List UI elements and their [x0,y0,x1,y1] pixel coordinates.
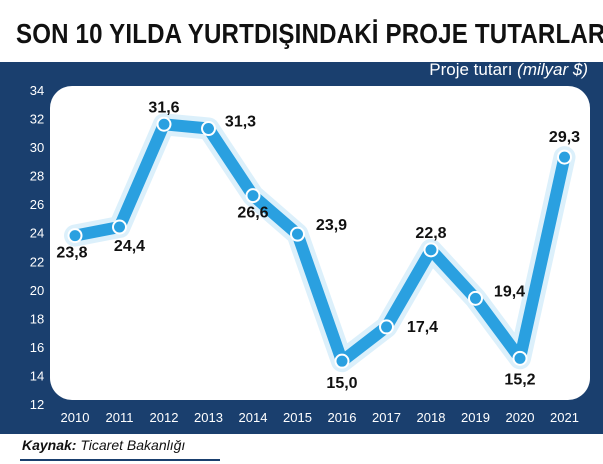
y-tick-label: 26 [30,197,44,212]
data-label: 15,2 [504,371,535,388]
data-point [290,226,305,242]
data-label: 29,3 [549,129,580,146]
y-tick-label: 16 [30,340,44,355]
data-label: 26,6 [237,205,268,222]
data-label: 19,4 [494,283,525,300]
data-point [156,116,172,132]
y-tick-label: 14 [30,368,44,383]
data-label: 31,6 [148,99,179,116]
data-point [512,350,528,366]
data-label: 24,4 [114,238,145,255]
data-point [245,188,261,204]
y-tick-label: 34 [30,83,44,98]
data-point [557,149,572,165]
x-tick-label: 2011 [106,410,134,425]
y-tick-label: 24 [30,226,44,241]
data-point [379,319,394,335]
plot-area [50,86,590,400]
y-tick-label: 30 [30,140,44,155]
unit-suffix: (milyar $) [517,60,588,79]
chart-title: SON 10 YILDA YURTDIŞINDAKİ PROJE TUTARLA… [16,18,603,49]
data-label: 17,4 [407,319,438,336]
y-tick-label: 18 [30,311,44,326]
series-line [69,118,571,368]
y-tick-label: 12 [30,397,44,412]
bottom-rule [20,459,220,461]
x-tick-label: 2020 [506,410,535,425]
y-tick-label: 20 [30,283,44,298]
x-tick-label: 2014 [239,410,268,425]
data-point [334,353,350,369]
data-label: 23,9 [316,217,347,234]
x-tick-label: 2013 [194,410,223,425]
x-tick-label: 2019 [461,410,490,425]
y-tick-label: 32 [30,112,44,127]
data-point [112,219,127,235]
unit-label: Proje tutarı (milyar $) [372,60,588,80]
data-point [468,290,483,306]
unit-label-text: Proje tutarı [429,60,513,79]
data-label: 31,3 [225,114,256,131]
data-point [201,121,216,137]
x-tick-label: 2021 [550,410,579,425]
data-label: 15,0 [326,375,357,392]
x-tick-label: 2010 [61,410,90,425]
x-tick-label: 2016 [328,410,357,425]
x-tick-label: 2018 [417,410,446,425]
y-tick-label: 28 [30,169,44,184]
x-tick-label: 2017 [372,410,401,425]
source-text: Ticaret Bakanlığı [80,437,186,453]
data-label: 22,8 [415,225,446,242]
source-note: Kaynak: Ticaret Bakanlığı [22,437,185,453]
data-point [423,242,439,258]
y-tick-label: 22 [30,254,44,269]
x-tick-label: 2015 [283,410,312,425]
data-point [67,228,83,244]
source-label: Kaynak: [22,437,77,453]
data-label: 23,8 [56,245,87,262]
x-tick-label: 2012 [150,410,179,425]
